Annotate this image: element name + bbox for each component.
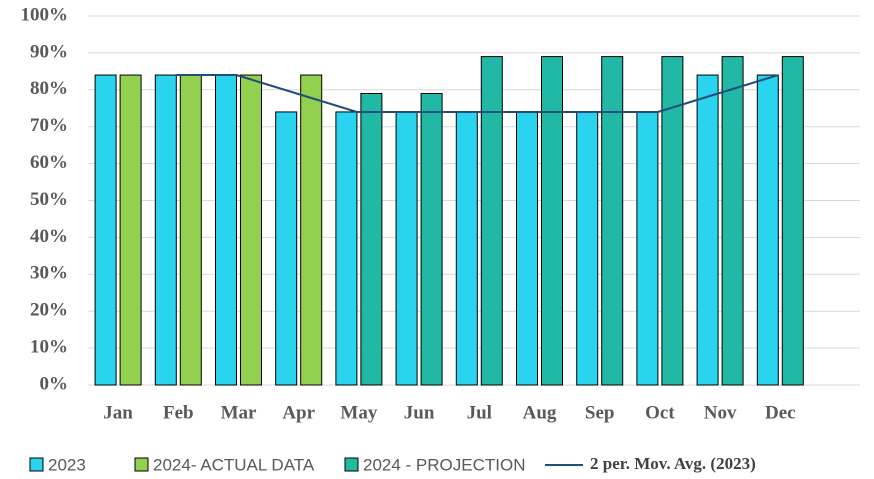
- x-tick-label: Aug: [523, 402, 557, 423]
- x-tick-label: Feb: [163, 402, 194, 423]
- bar: [240, 74, 262, 386]
- legend-label: 2024 - PROJECTION: [363, 455, 526, 474]
- bar: [360, 92, 383, 386]
- x-tick-label: Jan: [103, 402, 133, 423]
- x-tick-label: Apr: [282, 402, 315, 423]
- bar: [455, 111, 478, 386]
- x-tick-label: May: [340, 402, 377, 423]
- legend-label: 2 per. Mov. Avg. (2023): [590, 454, 756, 473]
- bar: [576, 111, 599, 386]
- y-tick-label: 90%: [30, 41, 68, 62]
- legend-label: 2024- ACTUAL DATA: [153, 455, 315, 474]
- bar: [756, 74, 779, 386]
- y-tick-label: 80%: [30, 78, 68, 99]
- bar: [781, 56, 804, 386]
- bar: [154, 74, 177, 386]
- bar: [601, 56, 624, 386]
- legend-label: 2023: [48, 455, 86, 474]
- bar: [215, 74, 237, 386]
- bar: [179, 74, 202, 386]
- bar: [541, 56, 563, 386]
- bar: [335, 111, 358, 386]
- y-tick-label: 20%: [30, 300, 68, 321]
- bar: [721, 56, 744, 386]
- y-tick-label: 30%: [30, 263, 68, 284]
- bar: [480, 56, 503, 386]
- x-tick-label: Dec: [765, 402, 796, 423]
- bar: [94, 74, 117, 386]
- x-tick-label: Jul: [467, 402, 492, 423]
- x-tick-label: Jun: [404, 402, 435, 423]
- y-tick-label: 50%: [30, 189, 68, 210]
- bar: [420, 92, 443, 386]
- bar: [395, 111, 418, 386]
- bar: [275, 111, 298, 386]
- x-tick-label: Sep: [585, 402, 615, 423]
- bar: [636, 111, 659, 386]
- y-tick-label: 70%: [30, 115, 68, 136]
- bar: [696, 74, 719, 386]
- y-tick-label: 60%: [30, 152, 68, 173]
- y-tick-label: 10%: [30, 336, 68, 357]
- x-tick-label: Oct: [645, 402, 675, 423]
- bar: [119, 74, 142, 386]
- line: [176, 74, 779, 113]
- x-tick-label: Nov: [704, 402, 737, 423]
- x-tick-label: Mar: [221, 402, 257, 423]
- y-tick-label: 100%: [21, 4, 69, 25]
- bar: [516, 111, 538, 386]
- y-tick-label: 40%: [30, 226, 68, 247]
- bar: [661, 56, 684, 386]
- legend-swatch: [29, 457, 44, 472]
- legend-swatch: [134, 457, 149, 472]
- bar: [300, 74, 323, 386]
- legend-swatch: [344, 457, 359, 472]
- y-tick-label: 0%: [40, 373, 69, 394]
